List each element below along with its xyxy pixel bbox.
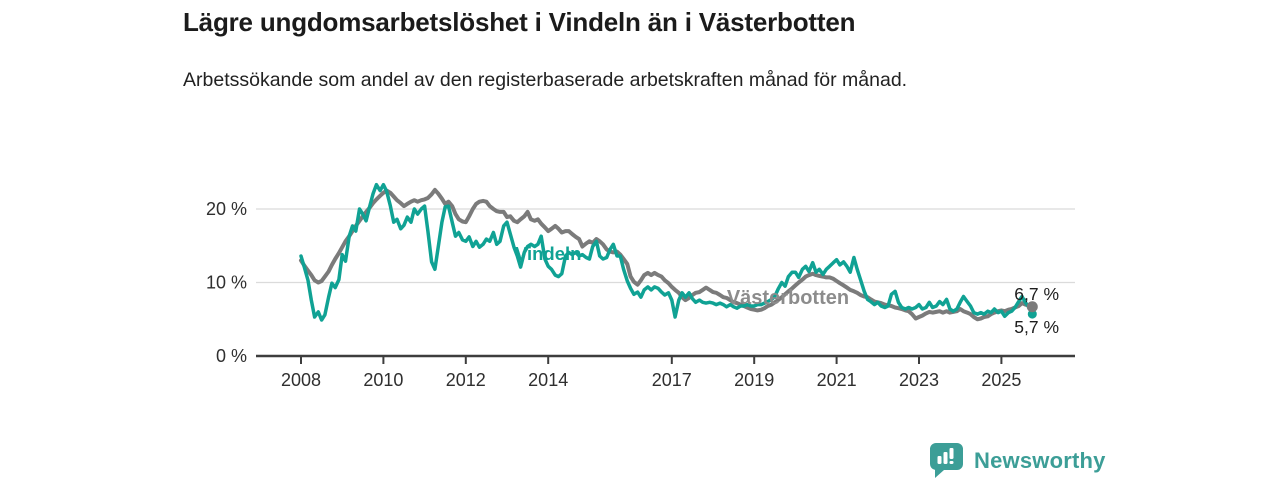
- series-end-dot-västerbotten: [1026, 301, 1038, 313]
- series-line-västerbotten: [299, 187, 1035, 322]
- vasterbotten-label: Västerbotten: [727, 287, 849, 309]
- y-axis-tick-label: 20 %: [206, 199, 247, 219]
- brand-name: Newsworthy: [974, 448, 1106, 473]
- x-axis-tick-label: 2014: [528, 370, 568, 390]
- x-axis-tick-label: 2025: [981, 370, 1021, 390]
- vindeln-label: Vindeln: [515, 243, 581, 264]
- y-axis-tick-label: 0 %: [216, 346, 247, 366]
- end-value-label-vindeln: 5,7 %: [1014, 317, 1059, 337]
- x-axis-tick-label: 2021: [817, 370, 857, 390]
- series-line-vindeln: [299, 182, 1035, 322]
- end-value-label-västerbotten: 6,7 %: [1014, 284, 1059, 304]
- x-axis-tick-label: 2023: [899, 370, 939, 390]
- x-axis-tick-label: 2008: [281, 370, 321, 390]
- brand-footer: Newsworthy: [930, 443, 1106, 479]
- x-axis-tick-label: 2010: [363, 370, 403, 390]
- chart-subtitle: Arbetssökande som andel av den registerb…: [183, 68, 908, 91]
- x-axis-tick-label: 2017: [652, 370, 692, 390]
- x-axis-tick-label: 2019: [734, 370, 774, 390]
- page-title: Lägre ungdomsarbetslöshet i Vindeln än i…: [183, 7, 856, 37]
- chart-header: Lägre ungdomsarbetslöshet i Vindeln än i…: [183, 0, 1103, 95]
- series-end-dot-vindeln: [1027, 309, 1037, 319]
- newsworthy-logo-icon: [930, 443, 963, 478]
- x-axis-tick-label: 2012: [446, 370, 486, 390]
- y-axis-tick-label: 10 %: [206, 273, 247, 293]
